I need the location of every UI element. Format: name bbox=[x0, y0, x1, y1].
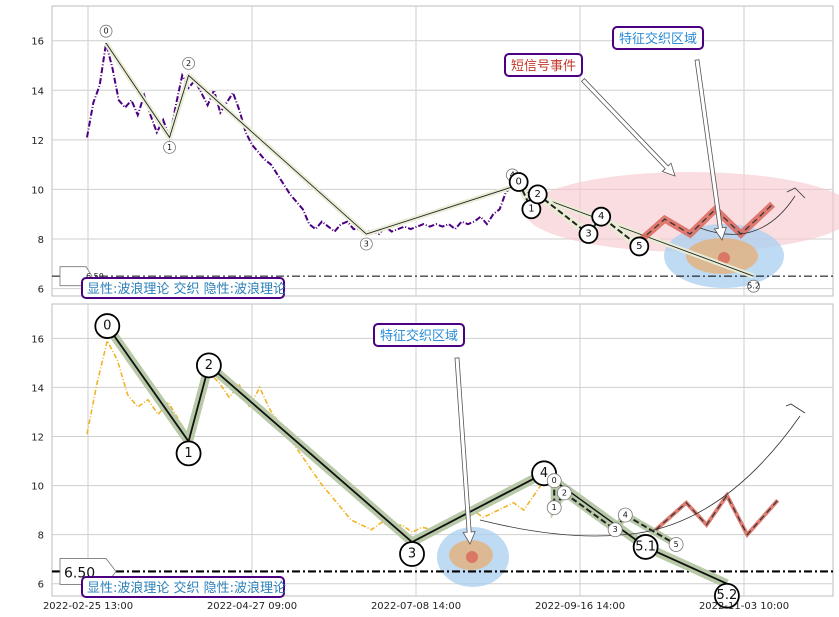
sub-wave-label: 0 bbox=[552, 476, 557, 485]
plot-area bbox=[51, 5, 834, 297]
sub-wave-label: 0 bbox=[515, 176, 521, 187]
y-tick-label: 16 bbox=[31, 334, 44, 345]
y-tick-label: 12 bbox=[31, 433, 44, 444]
wave-point-label: 5.1 bbox=[635, 539, 656, 554]
wave-point-marker bbox=[632, 534, 659, 560]
annotation-box bbox=[373, 323, 465, 347]
wave-point-marker bbox=[714, 582, 740, 609]
sub-wave-label: 5 bbox=[674, 540, 679, 549]
annotation-box bbox=[612, 26, 704, 50]
wave-point-label: 5.2 bbox=[747, 282, 760, 291]
x-tick-label: 2022-02-25 13:00 bbox=[43, 601, 133, 612]
wave-point-label: 1 bbox=[184, 446, 192, 461]
wave-point-marker bbox=[99, 24, 113, 38]
sub-wave-marker bbox=[508, 172, 529, 192]
legend-text: 显性:波浪理论 交织 隐性:波浪理论 bbox=[87, 281, 286, 297]
y-tick-label: 6 bbox=[38, 285, 44, 296]
top-panel: 68101214166.50012345.2012345短信号事件特征交织区域显… bbox=[31, 5, 839, 299]
x-tick-label: 2022-09-16 14:00 bbox=[535, 601, 625, 612]
sub-wave-label: 3 bbox=[613, 525, 618, 534]
wave-point-label: 0 bbox=[103, 27, 108, 36]
sub-wave-label: 4 bbox=[598, 211, 604, 222]
y-tick-label: 14 bbox=[31, 86, 44, 97]
annotation-text: 特征交织区域 bbox=[380, 328, 458, 344]
sub-wave-marker bbox=[591, 206, 612, 227]
wave-point-marker bbox=[163, 140, 176, 154]
price-line bbox=[86, 42, 513, 236]
x-tick-label: 2022-11-03 10:00 bbox=[699, 601, 789, 612]
sub-wave-label: 2 bbox=[535, 189, 541, 200]
y-tick-label: 16 bbox=[31, 37, 44, 48]
wave-point-label: 2 bbox=[186, 59, 191, 68]
wave-point-label: 5.2 bbox=[717, 588, 738, 603]
wave-point-label: 1 bbox=[167, 143, 172, 152]
annotation-box bbox=[504, 53, 583, 77]
sub-wave-label: 2 bbox=[562, 488, 567, 497]
wave-point-marker bbox=[94, 313, 121, 339]
sub-wave-marker bbox=[607, 522, 623, 538]
feature-center bbox=[466, 551, 478, 563]
sub-wave-label: 1 bbox=[528, 204, 534, 215]
annotation-arrow bbox=[580, 78, 676, 177]
sub-wave-label: 1 bbox=[552, 503, 557, 512]
y-tick-label: 8 bbox=[38, 531, 44, 542]
sub-wave-marker bbox=[527, 184, 548, 205]
projection-arc bbox=[479, 415, 801, 537]
projection-arc-cap bbox=[786, 187, 806, 199]
reference-label: 6.50 bbox=[86, 272, 104, 281]
sub-wave-marker bbox=[556, 485, 572, 501]
y-tick-label: 10 bbox=[31, 185, 44, 196]
wave-point-label: 2 bbox=[205, 358, 213, 373]
annotation-arrow bbox=[454, 357, 476, 545]
projection-line bbox=[655, 494, 779, 536]
projection-arc-cap bbox=[785, 403, 806, 414]
wave-point-marker bbox=[195, 352, 222, 379]
wave-point-label: 0 bbox=[103, 319, 111, 334]
wave-point-marker bbox=[747, 279, 760, 293]
wave-point-label: 4 bbox=[540, 466, 548, 481]
wave-point-label: 3 bbox=[364, 240, 369, 249]
sub-wave-label: 4 bbox=[623, 511, 628, 520]
x-tick-label: 2022-07-08 14:00 bbox=[371, 601, 461, 612]
projection-arc bbox=[699, 195, 796, 235]
legend-box bbox=[81, 277, 285, 299]
legend-text: 显性:波浪理论 交织 隐性:波浪理论 bbox=[87, 580, 286, 596]
bottom-panel: 68101214166.50012345.15.2012345特征交织区域显性:… bbox=[31, 303, 834, 609]
sub-wave-label: 5 bbox=[636, 241, 642, 252]
annotation-text: 特征交织区域 bbox=[619, 31, 697, 47]
wave-point-label: 3 bbox=[408, 547, 416, 562]
sub-wave-marker bbox=[668, 537, 684, 552]
y-tick-label: 8 bbox=[38, 235, 44, 246]
y-tick-label: 14 bbox=[31, 383, 44, 394]
wave-point-marker bbox=[359, 237, 373, 251]
sub-wave-marker bbox=[629, 236, 650, 257]
y-tick-label: 12 bbox=[31, 136, 44, 147]
x-axis: 2022-02-25 13:00 2022-04-27 09:00 2022-07-… bbox=[43, 601, 789, 612]
legend-box bbox=[81, 576, 285, 598]
annotation-arrow bbox=[694, 59, 727, 241]
y-tick-label: 6 bbox=[38, 580, 44, 591]
plot-area bbox=[51, 303, 834, 597]
sub-wave-label: 3 bbox=[585, 229, 591, 240]
feature-center bbox=[718, 252, 730, 264]
sub-wave-marker bbox=[546, 473, 562, 489]
wave-point-marker bbox=[182, 57, 195, 70]
x-tick-label: 2022-04-27 09:00 bbox=[207, 601, 297, 612]
projection-line bbox=[638, 203, 774, 242]
sub-wave-marker bbox=[546, 500, 562, 516]
sub-wave-marker bbox=[617, 507, 633, 523]
y-tick-label: 10 bbox=[31, 482, 44, 493]
wave-point-marker bbox=[399, 541, 425, 567]
annotation-text: 短信号事件 bbox=[511, 59, 576, 74]
sub-wave-marker bbox=[578, 224, 599, 244]
wave-point-marker bbox=[175, 440, 202, 467]
